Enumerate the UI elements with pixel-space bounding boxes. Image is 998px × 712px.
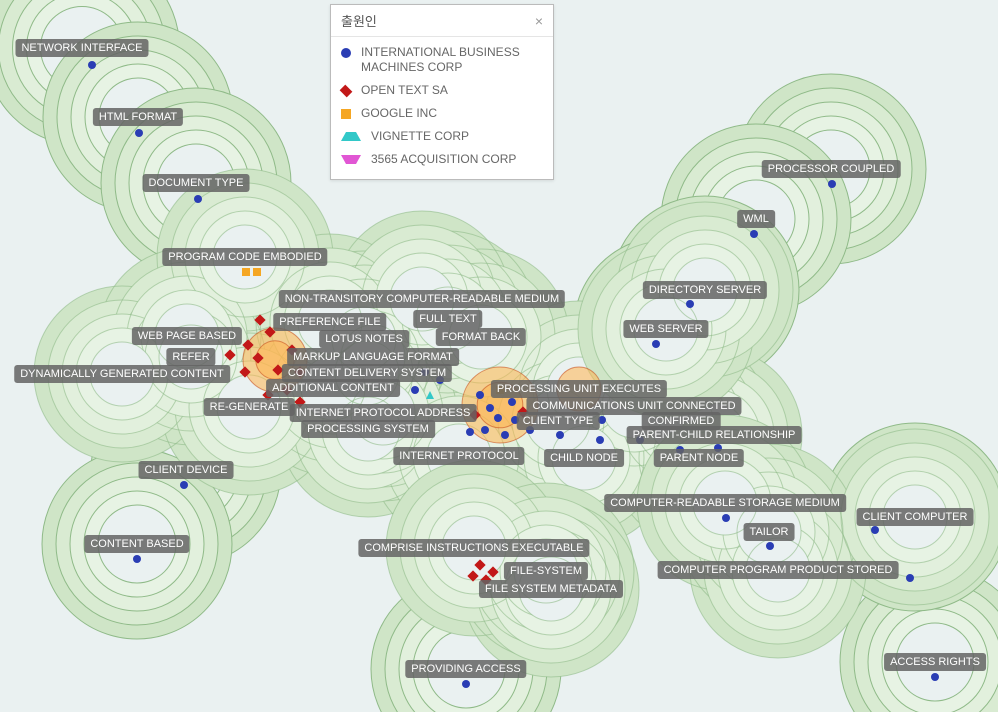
legend-item-label: 3565 ACQUISITION CORP (371, 152, 516, 167)
legend-item-label: OPEN TEXT SA (361, 83, 448, 98)
legend-item: 3565 ACQUISITION CORP (341, 148, 543, 171)
legend-item: GOOGLE INC (341, 102, 543, 125)
legend-panel[interactable]: 출원인 × INTERNATIONAL BUSINESS MACHINES CO… (330, 4, 554, 180)
legend-swatch-icon (340, 85, 353, 98)
legend-item-label: INTERNATIONAL BUSINESS MACHINES CORP (361, 45, 531, 75)
legend-item-label: VIGNETTE CORP (371, 129, 469, 144)
close-icon[interactable]: × (535, 14, 543, 28)
legend-swatch-icon (341, 132, 361, 141)
legend-item: INTERNATIONAL BUSINESS MACHINES CORP (341, 41, 543, 79)
legend-item: OPEN TEXT SA (341, 79, 543, 102)
legend-body: INTERNATIONAL BUSINESS MACHINES CORP OPEN… (331, 37, 553, 179)
legend-title: 출원인 (341, 11, 377, 30)
legend-swatch-icon (341, 109, 351, 119)
legend-item-label: GOOGLE INC (361, 106, 437, 121)
legend-swatch-icon (341, 48, 351, 58)
legend-item: VIGNETTE CORP (341, 125, 543, 148)
legend-swatch-icon (341, 155, 361, 164)
